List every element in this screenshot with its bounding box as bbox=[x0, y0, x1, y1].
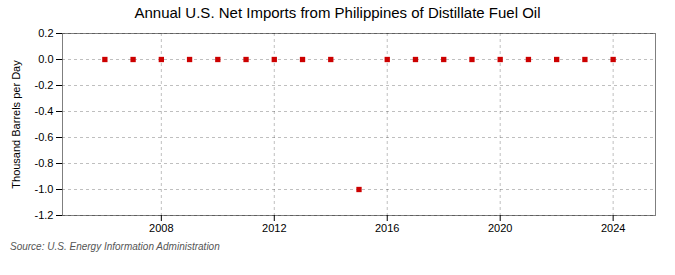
html-text:Annual U.S. Net Imports from P: Annual U.S. Net Imports from Philippines… bbox=[134, 4, 541, 21]
svg-text:2012: 2012 bbox=[262, 222, 286, 234]
svg-text:-0.6: -0.6 bbox=[35, 131, 54, 143]
svg-text:-0.4: -0.4 bbox=[35, 105, 54, 117]
svg-text:0.2: 0.2 bbox=[38, 27, 53, 39]
svg-text:0.0: 0.0 bbox=[38, 53, 53, 65]
html-text:Source: U.S. Energy Informatio: Source: U.S. Energy Information Administ… bbox=[10, 241, 220, 252]
svg-text:2016: 2016 bbox=[375, 222, 399, 234]
svg-text:2008: 2008 bbox=[149, 222, 173, 234]
svg-text:Thousand Barrels per Day: Thousand Barrels per Day bbox=[10, 60, 22, 189]
svg-text:-0.2: -0.2 bbox=[35, 79, 54, 91]
svg-text:-1.2: -1.2 bbox=[35, 209, 54, 221]
svg-text:-1.0: -1.0 bbox=[35, 183, 54, 195]
svg-text:-0.8: -0.8 bbox=[35, 157, 54, 169]
svg-text:2024: 2024 bbox=[601, 222, 625, 234]
svg-text:2020: 2020 bbox=[488, 222, 512, 234]
